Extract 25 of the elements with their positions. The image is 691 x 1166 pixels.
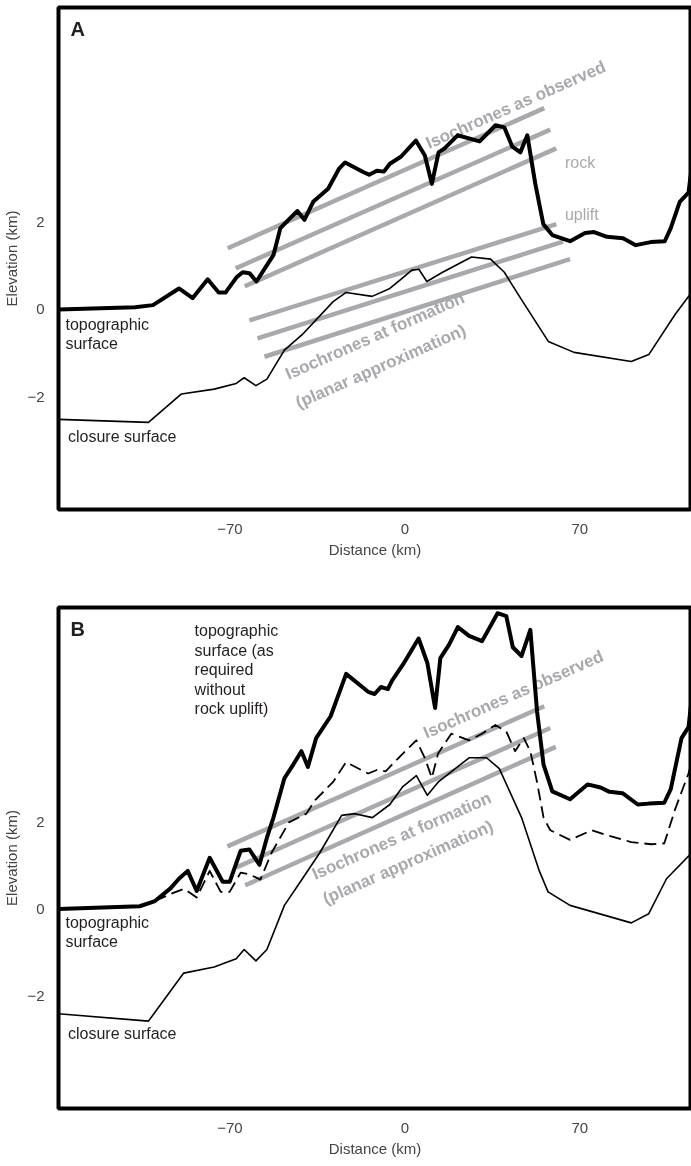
y-tick-label: 2 bbox=[36, 812, 45, 830]
x-tick-label: −70 bbox=[217, 1118, 243, 1136]
annotation: rock bbox=[564, 154, 597, 172]
annotation: topographic surface bbox=[65, 315, 150, 353]
annotation: topographic surface (as required without rock uplift) bbox=[193, 622, 279, 718]
x-axis-title: Distance (km) bbox=[328, 1139, 422, 1157]
x-tick-label: 70 bbox=[571, 1118, 589, 1136]
y-tick-label: −2 bbox=[27, 388, 45, 406]
annotation: closure surface bbox=[68, 1024, 177, 1042]
annotation: closure surface bbox=[68, 428, 177, 446]
text: B bbox=[70, 617, 85, 640]
y-tick-label: −2 bbox=[27, 987, 45, 1005]
x-tick-label: −70 bbox=[217, 519, 243, 537]
y-tick-label: 0 bbox=[36, 300, 45, 318]
x-tick-label: 0 bbox=[400, 519, 410, 537]
annotation: uplift bbox=[564, 206, 600, 224]
y-tick-label: 0 bbox=[36, 899, 45, 917]
y-tick-label: 2 bbox=[36, 212, 45, 230]
x-axis-title: Distance (km) bbox=[328, 540, 422, 558]
x-tick-label: 0 bbox=[400, 1118, 410, 1136]
y-axis-title: Elevation (km) bbox=[3, 210, 21, 307]
text: A bbox=[70, 17, 85, 40]
x-tick-label: 70 bbox=[571, 519, 589, 537]
annotation: topographic surface bbox=[65, 913, 150, 951]
y-axis-title: Elevation (km) bbox=[3, 810, 21, 906]
